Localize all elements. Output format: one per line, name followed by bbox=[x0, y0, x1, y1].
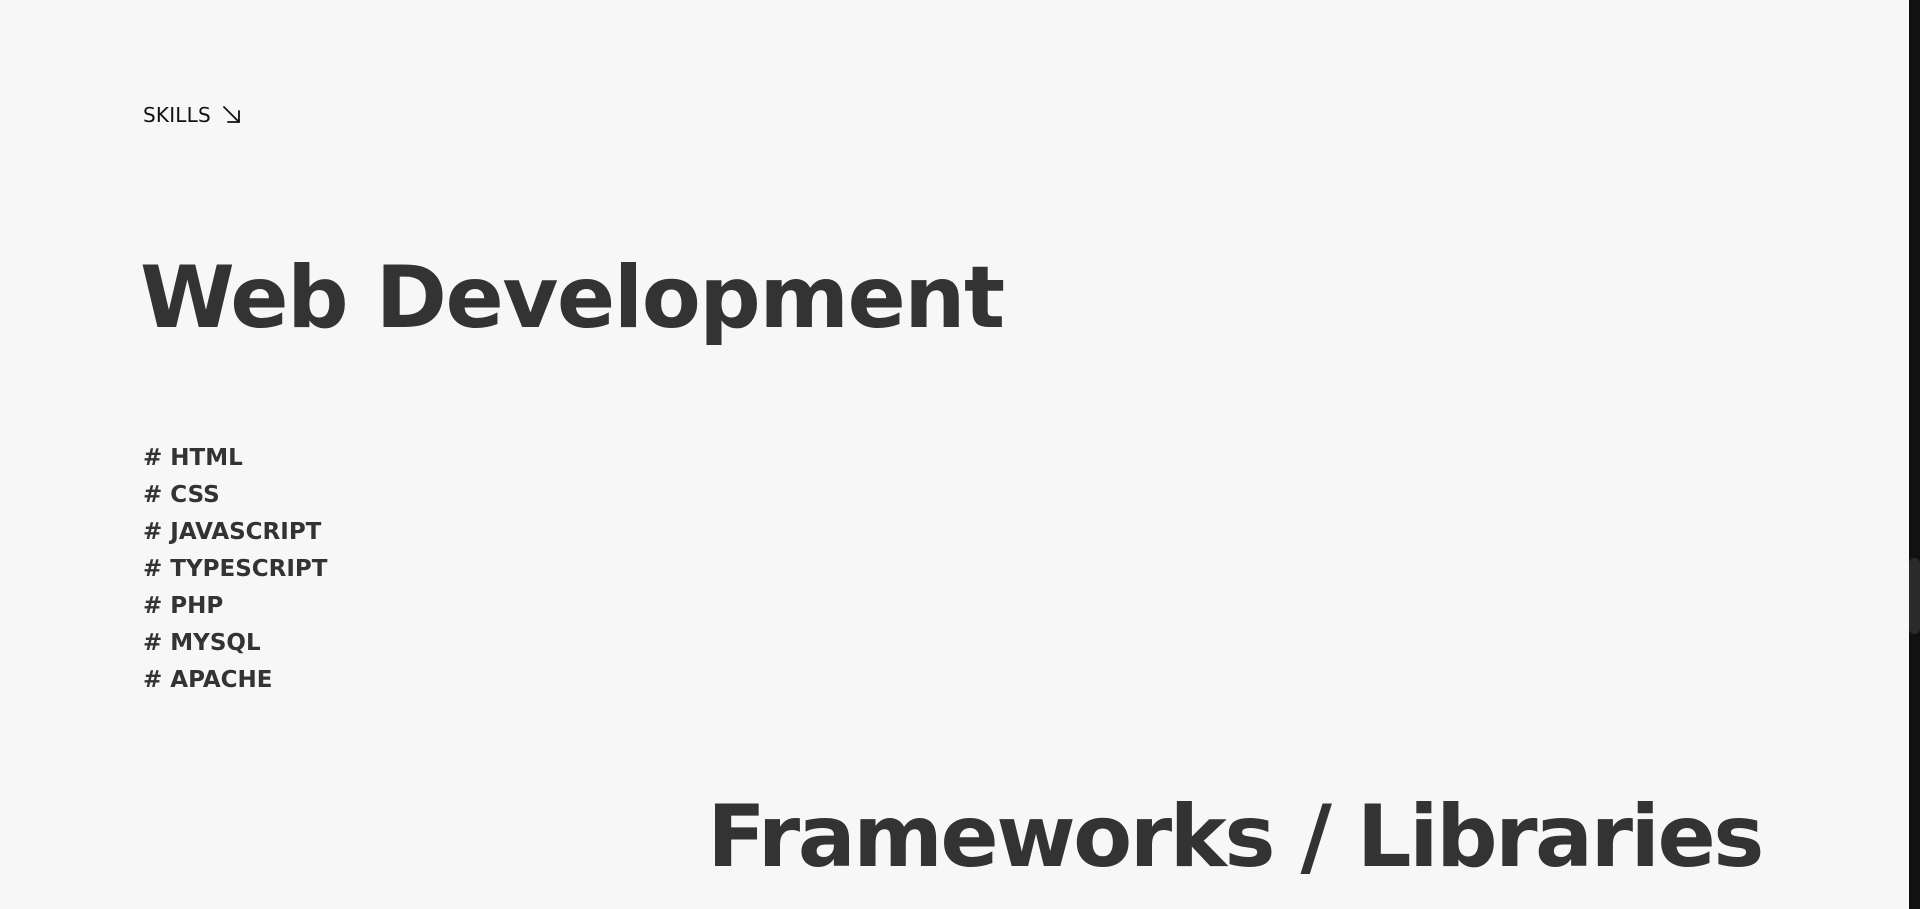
skill-label: CSS bbox=[170, 482, 220, 508]
hash-prefix: # bbox=[143, 630, 163, 656]
skill-label: PHP bbox=[170, 593, 224, 619]
hash-prefix: # bbox=[143, 556, 163, 582]
hash-prefix: # bbox=[143, 519, 163, 545]
skill-item: # JAVASCRIPT bbox=[143, 514, 327, 551]
hash-prefix: # bbox=[143, 482, 163, 508]
web-development-heading: Web Development bbox=[140, 248, 1005, 348]
skills-section-label: SKILLS bbox=[143, 103, 243, 127]
skill-item: # MYSQL bbox=[143, 625, 327, 662]
skill-label: MYSQL bbox=[170, 630, 261, 656]
skill-item: # APACHE bbox=[143, 662, 327, 699]
skill-item: # HTML bbox=[143, 440, 327, 477]
skill-label: JAVASCRIPT bbox=[170, 519, 322, 545]
skills-label-text: SKILLS bbox=[143, 103, 211, 127]
skill-item: # PHP bbox=[143, 588, 327, 625]
arrow-down-right-icon bbox=[221, 104, 243, 126]
page-scrollbar[interactable] bbox=[1909, 0, 1920, 909]
frameworks-libraries-heading: Frameworks / Libraries bbox=[707, 787, 1764, 887]
hash-prefix: # bbox=[143, 593, 163, 619]
web-development-skill-list: # HTML # CSS # JAVASCRIPT # TYPESCRIPT # PHP … bbox=[143, 440, 327, 699]
hash-prefix: # bbox=[143, 445, 163, 471]
skill-label: APACHE bbox=[170, 667, 273, 693]
hash-prefix: # bbox=[143, 667, 163, 693]
skill-item: # TYPESCRIPT bbox=[143, 551, 327, 588]
skill-item: # CSS bbox=[143, 477, 327, 514]
scrollbar-thumb[interactable] bbox=[1909, 558, 1920, 634]
skill-label: TYPESCRIPT bbox=[170, 556, 328, 582]
skill-label: HTML bbox=[170, 445, 243, 471]
